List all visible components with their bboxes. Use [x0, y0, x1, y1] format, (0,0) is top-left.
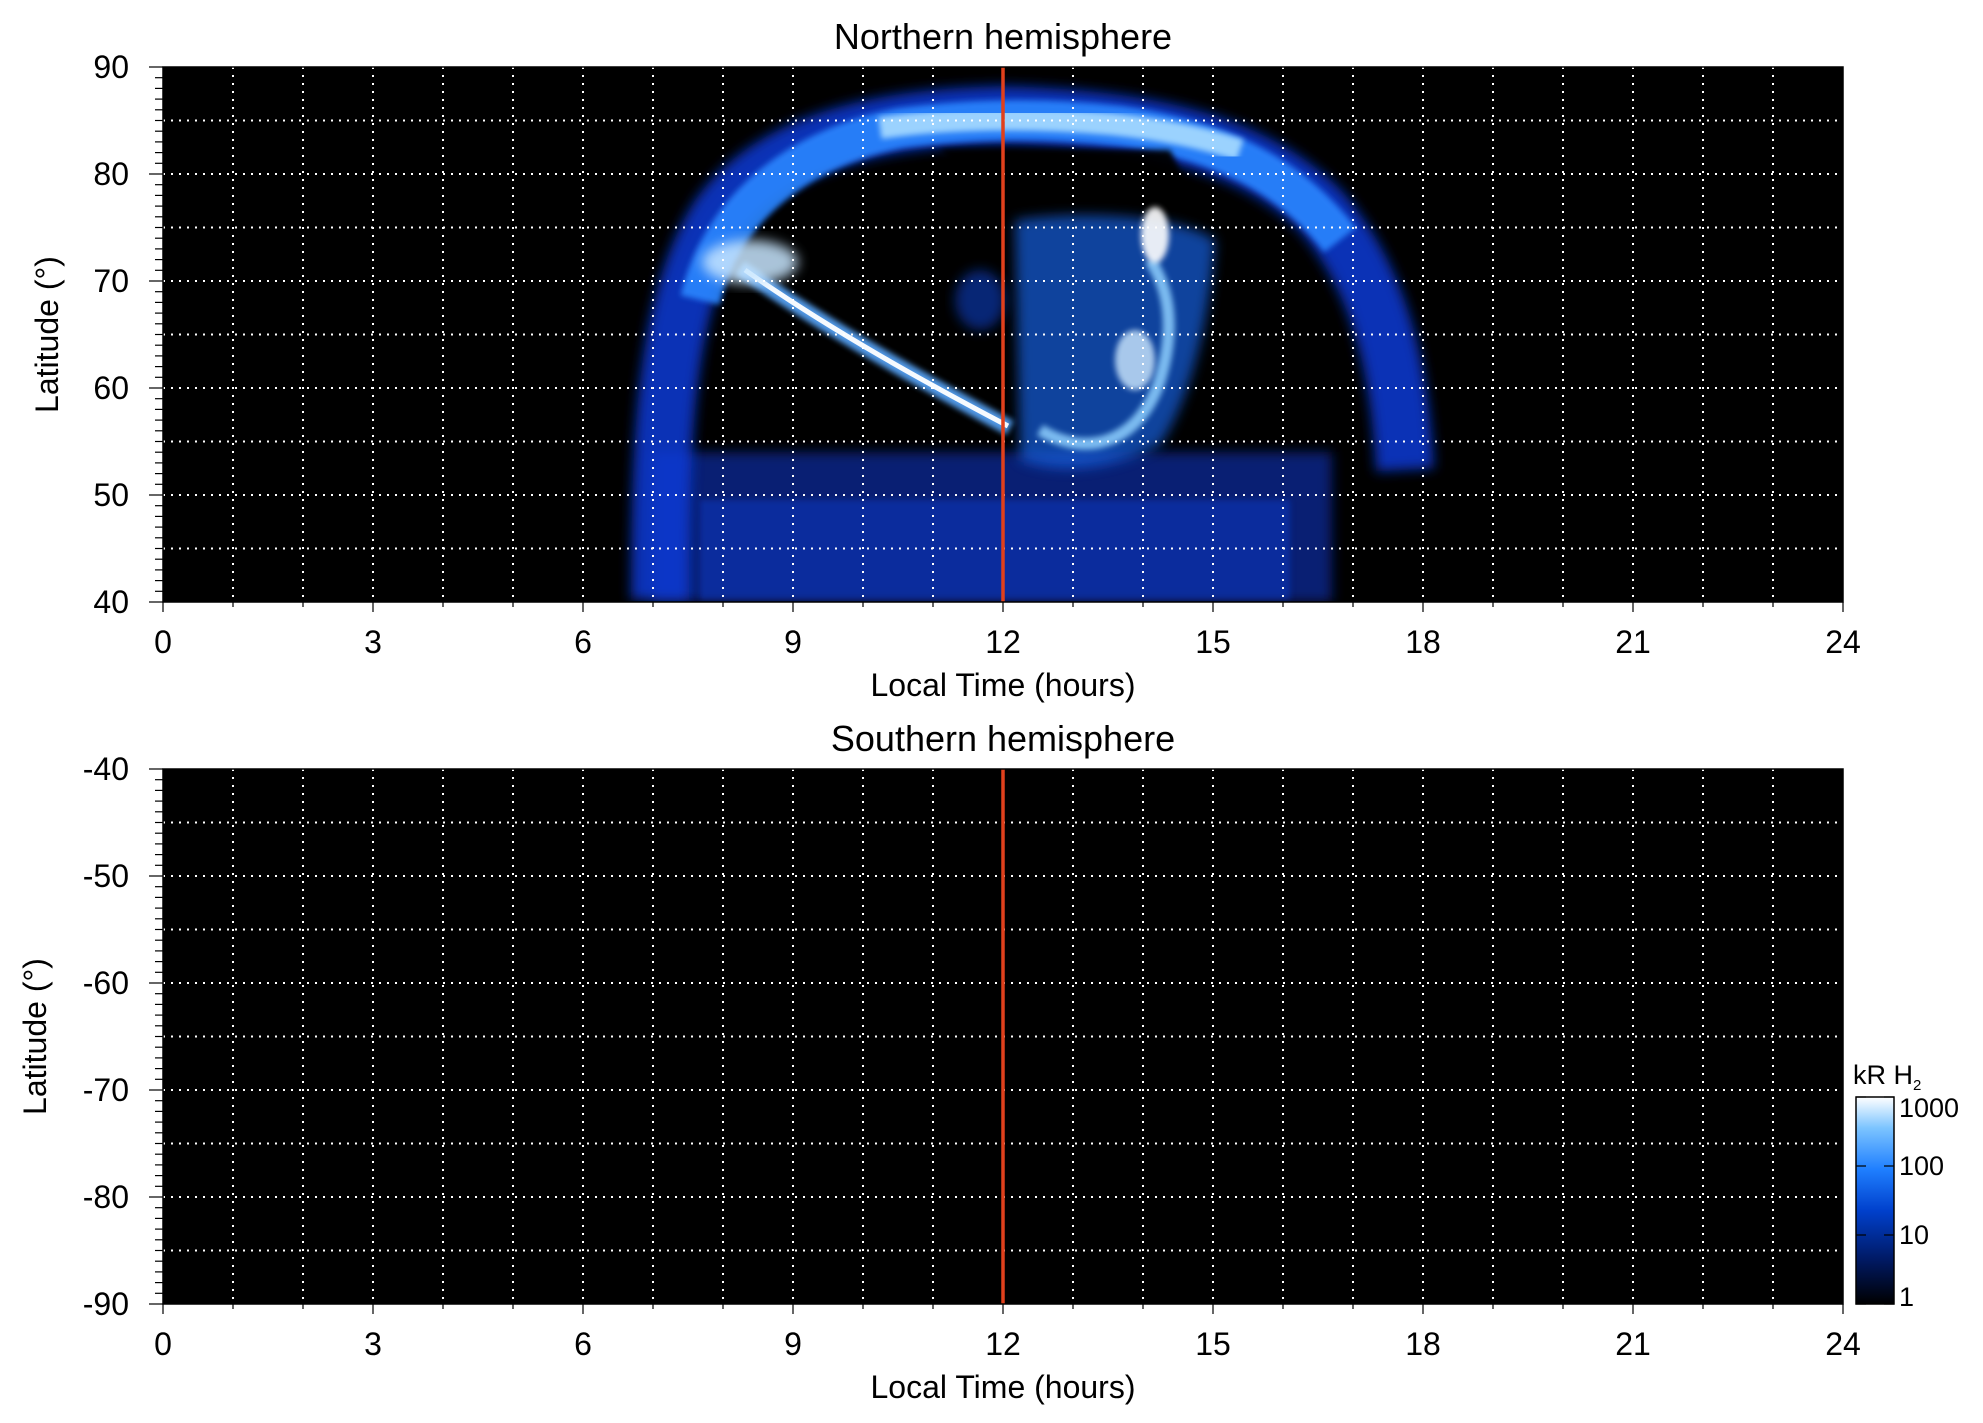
- north-ylabel: Latitude (°): [29, 256, 65, 413]
- south-xtick-label: 0: [154, 1326, 172, 1362]
- north-xtick-label: 6: [574, 624, 592, 660]
- south-ytick-label: -90: [83, 1286, 129, 1322]
- north-xtick-label: 3: [364, 624, 382, 660]
- north-ytick-label: 40: [93, 584, 129, 620]
- south-xtick-label: 12: [985, 1326, 1021, 1362]
- colorbar-label: kR H2: [1853, 1060, 1921, 1094]
- colorbar-ticks: 1000 100 10 1: [1856, 1093, 1959, 1312]
- north-xtick-label: 24: [1825, 624, 1861, 660]
- north-ytick-label: 70: [93, 263, 129, 299]
- north-xtick-label: 15: [1195, 624, 1231, 660]
- diffuse-emission-core: [700, 500, 1290, 600]
- colorbar-tick-label: 1000: [1899, 1093, 1959, 1123]
- south-ytick-label: -50: [83, 858, 129, 894]
- dayside-spot-2: [1115, 330, 1155, 390]
- south-xtick-label: 15: [1195, 1326, 1231, 1362]
- south-xtick-label: 9: [784, 1326, 802, 1362]
- north-xtick-label: 21: [1615, 624, 1651, 660]
- north-emission: [631, 85, 1434, 602]
- colorbar-label-subscript: 2: [1913, 1077, 1921, 1094]
- south-ytick-label: -80: [83, 1179, 129, 1215]
- north-ytick-label: 90: [93, 49, 129, 85]
- polar-cap: [940, 150, 1200, 215]
- south-title: Southern hemisphere: [831, 718, 1175, 759]
- colorbar-scale: [1855, 1096, 1895, 1305]
- south-ytick-label: -60: [83, 965, 129, 1001]
- bright-streak-core: [743, 267, 1010, 429]
- south-xtick-label: 24: [1825, 1326, 1861, 1362]
- colorbar: kR H2 1000 100 10 1: [1853, 1060, 1959, 1312]
- colorbar-tick-label: 10: [1899, 1220, 1929, 1250]
- north-title: Northern hemisphere: [834, 16, 1172, 57]
- patch-1: [955, 270, 1005, 330]
- north-ytick-label: 60: [93, 370, 129, 406]
- south-ytick-label: -40: [83, 751, 129, 787]
- south-xtick-label: 3: [364, 1326, 382, 1362]
- south-xlabel: Local Time (hours): [871, 1369, 1136, 1405]
- dayside-arc: [1036, 256, 1175, 450]
- streak-origin-glow: [702, 240, 798, 284]
- auroral-oval-bright: [878, 108, 1244, 161]
- north-xtick-label: 0: [154, 624, 172, 660]
- north-xtick-label: 12: [985, 624, 1021, 660]
- south-ytick-label: -70: [83, 1072, 129, 1108]
- north-ytick-label: 80: [93, 156, 129, 192]
- south-xtick-label: 6: [574, 1326, 592, 1362]
- north-xlabel: Local Time (hours): [871, 667, 1136, 703]
- south-ylabel: Latitude (°): [17, 958, 53, 1115]
- south-axes: -40 -50 -60 -70 -80 -90 0 3 6 9 12 15 18 21 24 Local Ti…: [17, 751, 1861, 1405]
- colorbar-tick-label: 1: [1899, 1282, 1914, 1312]
- north-ytick-label: 50: [93, 477, 129, 513]
- north-axes: 40 50 60 70 80 90 0 3 6 9 12 15 18 21 24 Local Time (ho…: [29, 49, 1861, 703]
- north-xtick-label: 18: [1405, 624, 1441, 660]
- south-xtick-label: 21: [1615, 1326, 1651, 1362]
- south-xtick-label: 18: [1405, 1326, 1441, 1362]
- colorbar-tick-label: 100: [1899, 1151, 1944, 1181]
- dayside-spot-1: [1141, 207, 1169, 263]
- north-xtick-label: 9: [784, 624, 802, 660]
